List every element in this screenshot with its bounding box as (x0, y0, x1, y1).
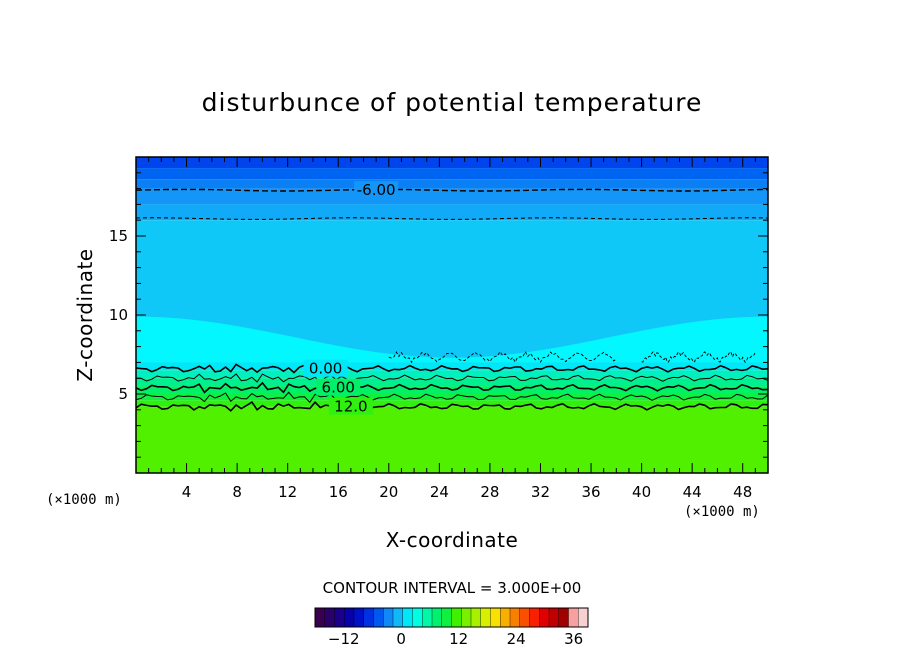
disturbance-line-0 (388, 350, 617, 364)
warm-bubble-region (136, 316, 768, 363)
contour-label-1: 0.00 (309, 360, 342, 378)
field-band-3 (136, 188, 768, 205)
x-axis-unit-left: (×1000 m) (46, 492, 122, 508)
colorbar-cell-20 (510, 608, 521, 627)
field-band-6 (136, 362, 768, 371)
colorbar-cell-3 (344, 608, 355, 627)
contour-label-0: -6.00 (357, 181, 396, 199)
x-tick-label-12: 12 (278, 483, 297, 501)
colorbar-frame (314, 607, 589, 628)
colorbar-cell-8 (393, 608, 404, 627)
colorbar-cell-14 (451, 608, 462, 627)
colorbar-cell-0 (315, 608, 326, 627)
field-band-1 (136, 168, 768, 180)
x-tick-label-8: 8 (232, 483, 242, 501)
chart-title: disturbunce of potential temperature (202, 88, 703, 117)
contour-line-3 (136, 373, 768, 384)
colorbar-cell-4 (354, 608, 365, 627)
colorbar-tick-labels: −12 0 12 24 36 (328, 630, 583, 648)
colorbar-cell-10 (412, 608, 423, 627)
colorbar-tick-label-0: −12 (328, 630, 360, 648)
colorbar-cell-17 (480, 608, 491, 627)
field-band-10 (136, 394, 768, 401)
colorbar-tick-label-3: 24 (507, 630, 526, 648)
contour-line-0 (136, 188, 768, 192)
colorbar-cell-19 (500, 608, 511, 627)
colorbar-tick-label-1: 0 (396, 630, 406, 648)
contour-line-6 (136, 401, 768, 414)
contour-label-bg-2 (316, 378, 361, 396)
y-tick-label-5: 5 (118, 385, 128, 403)
colorbar-cell-5 (363, 608, 374, 627)
colorbar-tick-label-4: 36 (564, 630, 583, 648)
colorbar-tick-label-2: 12 (449, 630, 468, 648)
contour-line-1 (136, 217, 768, 220)
x-axis-ticks: 4 8 12 16 20 24 28 32 36 40 44 48 (148, 157, 756, 501)
colorbar-cell-23 (539, 608, 550, 627)
contour-label-bg-1 (303, 359, 348, 377)
y-tick-label-10: 10 (109, 306, 128, 324)
colorbar-cell-26 (568, 608, 579, 627)
colorbar-cell-15 (461, 608, 472, 627)
x-tick-label-28: 28 (480, 483, 499, 501)
colorbar (314, 607, 589, 628)
plot-field (136, 157, 768, 473)
x-tick-label-32: 32 (531, 483, 550, 501)
contour-interval-text: CONTOUR INTERVAL = 3.000E+00 (323, 579, 582, 597)
x-axis-unit-right: (×1000 m) (684, 504, 760, 520)
field-band-11 (136, 400, 768, 407)
contour-label-bg-0 (354, 181, 399, 199)
x-axis-title: X-coordinate (386, 528, 519, 552)
colorbar-cell-24 (549, 608, 560, 627)
colorbar-cell-1 (324, 608, 335, 627)
colorbar-cell-25 (558, 608, 569, 627)
colorbar-cell-27 (578, 608, 589, 627)
contour-label-bg-3 (328, 397, 373, 415)
x-tick-label-4: 4 (182, 483, 192, 501)
contour-label-3: 12.0 (334, 398, 367, 416)
contour-line-4 (136, 381, 768, 394)
field-band-7 (136, 370, 768, 379)
colorbar-cell-12 (432, 608, 443, 627)
field-band-0 (136, 157, 768, 169)
contour-line-5 (136, 391, 768, 404)
colorbar-cell-11 (422, 608, 433, 627)
y-axis-ticks: 5 10 15 (109, 172, 768, 458)
x-tick-label-36: 36 (581, 483, 600, 501)
colorbar-cell-21 (519, 608, 530, 627)
x-tick-label-16: 16 (329, 483, 348, 501)
colorbar-cell-22 (529, 608, 540, 627)
x-tick-label-44: 44 (683, 483, 702, 501)
x-tick-label-20: 20 (379, 483, 398, 501)
field-band-4 (136, 204, 768, 221)
colorbar-cell-16 (471, 608, 482, 627)
colorbar-cell-13 (441, 608, 452, 627)
disturbance-line-1 (641, 350, 756, 364)
contour-label-2: 6.00 (322, 379, 355, 397)
x-tick-label-40: 40 (632, 483, 651, 501)
contour-line-2 (136, 363, 768, 374)
colorbar-cell-6 (373, 608, 384, 627)
field-band-12 (136, 406, 768, 473)
x-tick-label-24: 24 (430, 483, 449, 501)
colorbar-cell-18 (490, 608, 501, 627)
x-tick-label-48: 48 (733, 483, 752, 501)
colorbar-cell-2 (334, 608, 345, 627)
colorbar-cell-7 (383, 608, 394, 627)
y-tick-label-15: 15 (109, 227, 128, 245)
colorbar-cell-9 (402, 608, 413, 627)
field-band-8 (136, 378, 768, 387)
field-band-2 (136, 179, 768, 189)
contour-lines (136, 188, 768, 414)
y-axis-title: Z-coordinate (73, 248, 97, 381)
